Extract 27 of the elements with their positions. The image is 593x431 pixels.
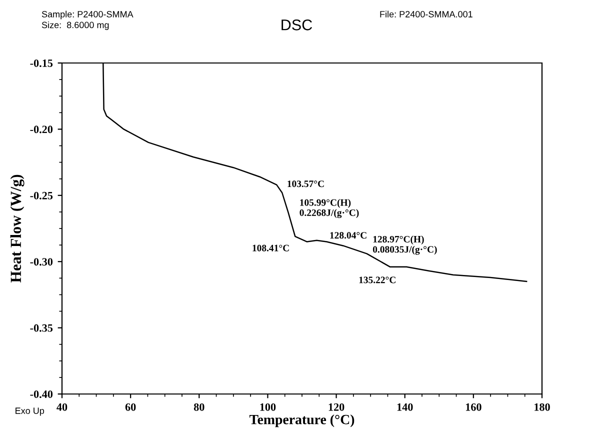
x-tick-label: 120 [328,403,344,411]
y-tick-label: -0.40 [30,390,53,398]
x-tick-label: 180 [534,403,550,411]
y-axis-title: Heat Flow (W/g) [10,174,24,283]
text: Exo Up [16,408,44,416]
x-tick-label: 60 [125,403,136,411]
annotation: 135.22°C [359,276,396,284]
y-tick-label: -0.30 [30,258,53,266]
x-tick-label: 80 [194,403,204,411]
x-tick-label: 40 [56,403,68,411]
annotation: 105.99°C(H) 0.2268J/(g·°C) [300,198,359,218]
annotation: 128.04°C [330,232,366,239]
y-tick-label: -0.25 [30,192,53,200]
x-tick-label: 140 [397,403,413,411]
chart-title: DSC [282,20,312,30]
x-tick-label: 100 [260,403,276,411]
y-tick-label: -0.15 [30,59,53,68]
annotation: 128.97°C(H) 0.08035J/(g·°C) [372,236,437,255]
x-tick-label: 160 [466,403,482,411]
text: File: P2400-SMMA.001 [380,10,472,18]
x-axis-title: Temperature (°C) [249,414,354,428]
y-tick-label: -0.35 [30,324,53,332]
y-tick-label: -0.20 [30,126,53,134]
annotation: 108.41°C [252,244,289,252]
text: Size: 8.6000 mg [42,22,109,30]
annotation: 103.57°C [288,180,324,188]
text: Sample: P2400-SMMA [42,10,134,20]
